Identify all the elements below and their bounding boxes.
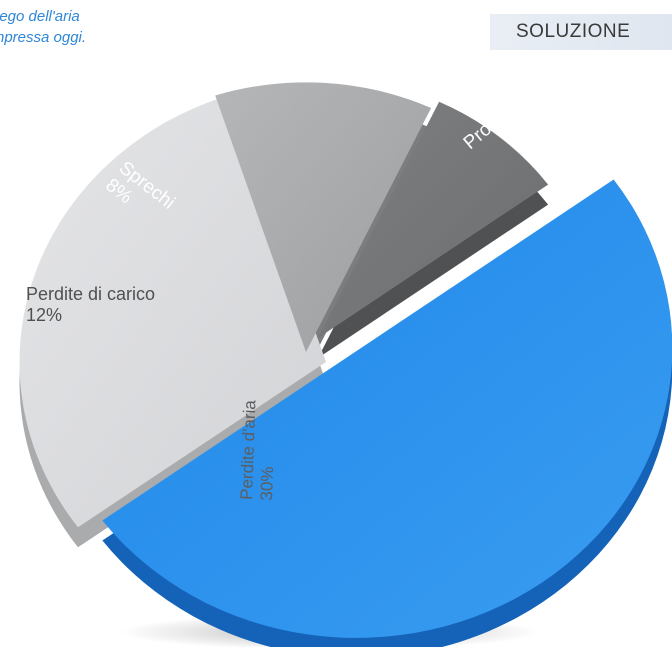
- pie-slice-2: [19, 94, 327, 528]
- pie-slice-4: [318, 101, 549, 338]
- pie-slice-1: [102, 179, 672, 638]
- caption-line-2: npressa oggi.: [0, 29, 87, 46]
- solution-label: SOLUZIONE: [516, 21, 631, 42]
- pie-slice-value-3: 12%: [26, 305, 62, 325]
- pie-slice-value-2: 30%: [257, 466, 277, 501]
- solution-banner: [490, 14, 672, 50]
- pie-slice-name-2: Perdite d'aria: [237, 399, 259, 500]
- pie-slice-name-3: Perdite di carico: [26, 284, 155, 304]
- caption-line-1: iego dell'aria: [0, 8, 80, 25]
- pie-slice-3: [215, 82, 432, 352]
- caption: iego dell'aria npressa oggi.: [0, 6, 86, 48]
